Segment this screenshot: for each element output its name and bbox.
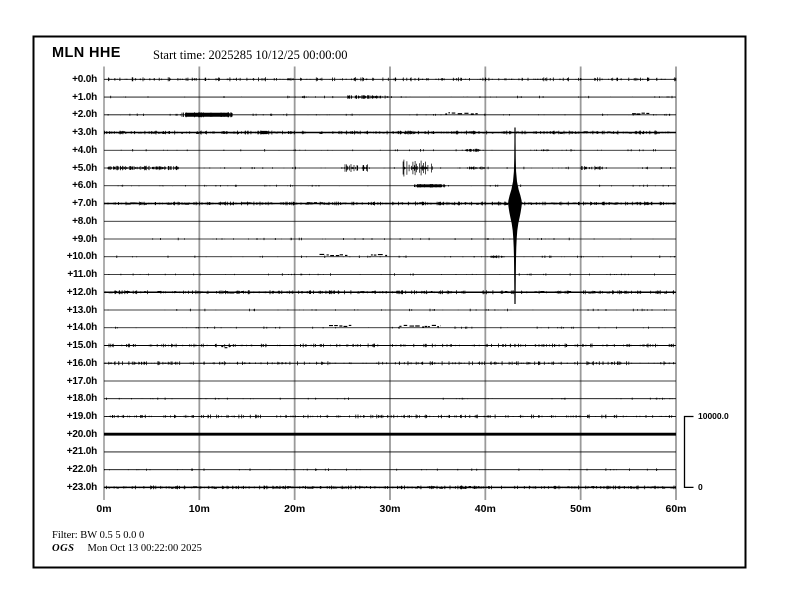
y-axis-label-+19.0h: +19.0h [66,411,97,422]
y-axis-label-+10.0h: +10.0h [66,251,97,263]
y-axis-label-+0.0h: +0.0h [72,73,97,85]
filter-label: Filter: BW 0.5 5 0.0 0 [52,530,145,541]
y-axis-label-+5.0h: +5.0h [72,162,97,174]
y-axis-label-+15.0h: +15.0h [66,340,97,351]
x-axis-label-40m: 40m [474,503,496,515]
y-axis-label-+9.0h: +9.0h [72,233,97,245]
y-axis-label-+4.0h: +4.0h [72,144,97,156]
y-axis-label-+6.0h: +6.0h [72,180,97,192]
y-axis-label-+3.0h: +3.0h [72,127,97,138]
amplitude-scale-bracket [683,415,694,489]
y-axis-label-+2.0h: +2.0h [72,109,97,121]
y-axis-label-+1.0h: +1.0h [72,91,97,103]
y-axis-label-+12.0h: +12.0h [66,286,97,298]
y-axis-label-+18.0h: +18.0h [66,393,97,405]
x-axis-label-30m: 30m [379,503,401,515]
render-timestamp: Mon Oct 13 00:22:00 2025 [87,543,202,554]
y-axis-label-+21.0h: +21.0h [66,446,97,458]
x-axis-label-60m: 60m [665,503,687,515]
x-axis-label-10m: 10m [188,503,210,515]
y-axis-label-+17.0h: +17.0h [66,375,97,387]
x-axis-label-20m: 20m [284,503,306,515]
y-axis-label-+11.0h: +11.0h [67,269,97,280]
x-axis-label-0m: 0m [96,503,112,515]
y-axis-label-+20.0h: +20.0h [66,428,97,440]
y-axis-label-+16.0h: +16.0h [66,357,97,369]
major-event-spindle [508,141,522,304]
scale-min-label: 0 [698,482,703,492]
scale-max-label: 10000.0 [698,411,729,421]
footer-line: OGS Mon Oct 13 00:22:00 2025 [52,543,202,554]
station-title: MLN HHE [52,45,121,61]
y-axis-label-+8.0h: +8.0h [72,215,97,227]
x-axis-label-50m: 50m [570,503,592,515]
y-axis-label-+22.0h: +22.0h [66,464,97,476]
start-time-label: Start time: 2025285 10/12/25 00:00:00 [153,48,348,62]
y-axis-label-+14.0h: +14.0h [66,322,97,334]
y-axis-label-+23.0h: +23.0h [66,481,97,493]
y-axis-label-+7.0h: +7.0h [72,198,97,209]
y-axis-label-+13.0h: +13.0h [66,304,97,316]
agency-label: OGS [52,543,75,554]
